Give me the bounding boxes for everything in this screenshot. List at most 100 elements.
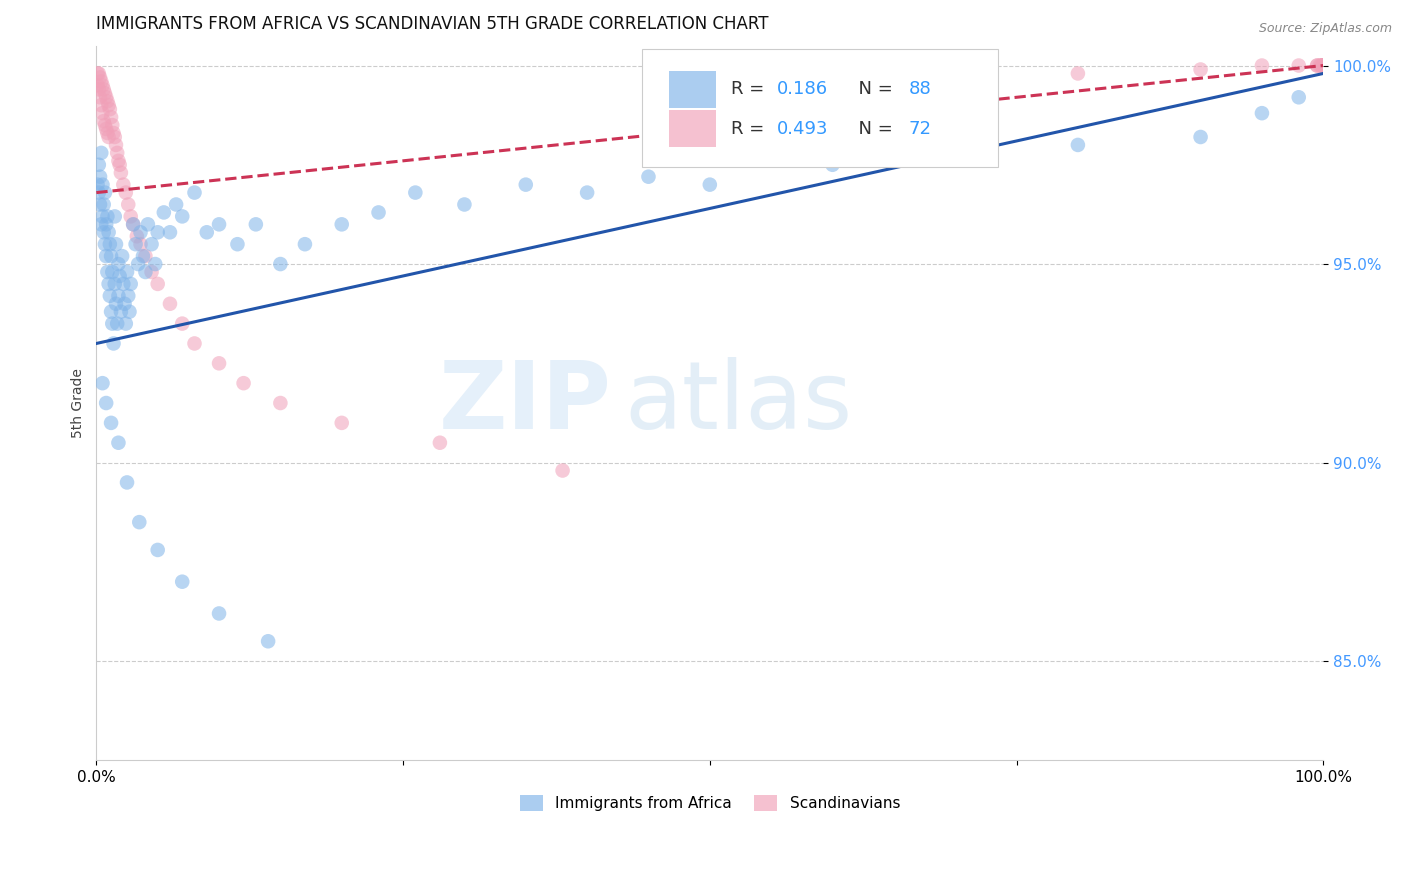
Point [1309,58,1331,72]
Point [146,225,169,239]
Point [245,218,267,232]
Point [107,153,129,168]
Point [112,178,135,192]
Point [93,114,115,128]
Point [93,197,115,211]
Point [1312,58,1334,72]
Point [105,145,128,160]
Point [118,304,141,318]
Point [91,376,114,391]
Point [120,210,142,224]
Point [107,435,129,450]
Text: Source: ZipAtlas.com: Source: ZipAtlas.com [1258,22,1392,36]
Point [226,237,249,252]
Point [1189,130,1212,145]
Point [117,197,139,211]
Point [101,118,124,132]
Point [943,145,966,160]
Point [122,218,145,232]
Point [91,78,114,93]
Text: N =: N = [848,80,898,98]
Point [104,237,127,252]
Point [114,317,136,331]
Point [146,277,169,291]
Point [101,265,124,279]
Point [269,257,291,271]
Point [821,158,844,172]
Point [97,225,120,239]
Point [515,178,537,192]
Point [1312,58,1334,72]
Point [101,317,124,331]
Point [108,268,131,283]
Point [110,304,132,318]
Point [453,197,475,211]
Point [91,106,114,120]
Point [96,396,118,410]
Point [1312,58,1334,72]
Point [1067,137,1090,152]
Point [105,317,128,331]
Point [129,237,152,252]
Point [91,210,114,224]
Point [103,126,125,140]
Point [125,229,148,244]
Point [257,634,280,648]
Point [172,317,194,331]
Text: 0.493: 0.493 [778,120,828,137]
Point [1251,58,1274,72]
Point [94,186,117,200]
Point [429,435,451,450]
Point [134,249,156,263]
Point [91,178,114,192]
Text: 0.186: 0.186 [778,80,828,98]
Point [1251,106,1274,120]
Point [89,197,111,211]
Point [141,265,163,279]
Point [104,130,127,145]
Point [96,122,118,136]
Point [1288,58,1310,72]
Point [195,225,218,239]
Point [90,98,112,112]
Point [1312,58,1334,72]
Point [576,186,599,200]
Point [96,95,118,109]
Text: IMMIGRANTS FROM AFRICA VS SCANDINAVIAN 5TH GRADE CORRELATION CHART: IMMIGRANTS FROM AFRICA VS SCANDINAVIAN 5… [97,15,769,33]
Point [1309,58,1331,72]
Point [104,210,127,224]
Point [1306,58,1329,72]
Point [159,297,181,311]
Point [208,356,231,370]
Text: 88: 88 [908,80,931,98]
Text: R =: R = [731,120,769,137]
Point [87,82,110,96]
Point [1312,58,1334,72]
Point [143,257,166,271]
Point [1312,58,1334,72]
Point [98,289,121,303]
Point [115,265,138,279]
Point [183,336,205,351]
Point [1067,66,1090,80]
Point [98,102,121,116]
Point [1310,58,1333,72]
Point [97,277,120,291]
Point [94,87,117,101]
Text: ZIP: ZIP [439,357,612,449]
Point [330,416,353,430]
Point [699,78,721,93]
Point [100,304,122,318]
Point [208,607,231,621]
Point [404,186,426,200]
Point [122,218,145,232]
Point [117,289,139,303]
Point [1312,58,1334,72]
Point [1306,58,1329,72]
FancyBboxPatch shape [643,49,998,167]
Point [1312,58,1334,72]
Point [134,265,156,279]
Point [108,158,131,172]
Point [107,289,129,303]
Point [100,416,122,430]
